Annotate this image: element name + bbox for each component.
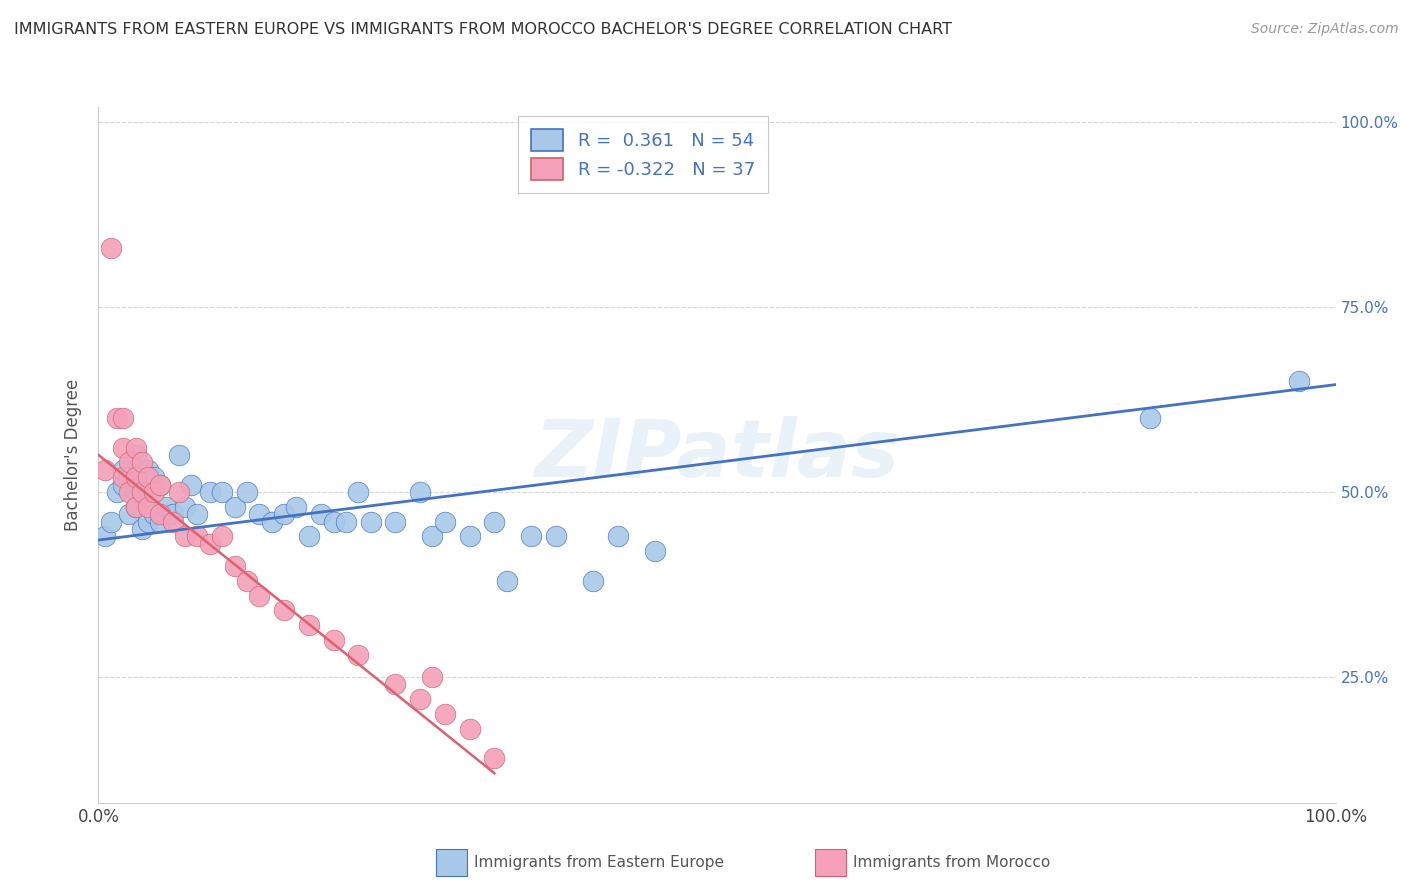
Point <box>162 515 184 529</box>
Point <box>124 500 146 514</box>
Text: Immigrants from Morocco: Immigrants from Morocco <box>853 855 1050 870</box>
Point <box>112 477 135 491</box>
Point <box>433 515 456 529</box>
Point <box>484 751 506 765</box>
Text: Immigrants from Eastern Europe: Immigrants from Eastern Europe <box>474 855 724 870</box>
Point <box>335 515 357 529</box>
Point <box>422 529 444 543</box>
Point <box>118 455 141 469</box>
Text: Source: ZipAtlas.com: Source: ZipAtlas.com <box>1251 22 1399 37</box>
Point <box>167 448 190 462</box>
Point <box>236 574 259 588</box>
Point <box>136 484 159 499</box>
Point <box>198 484 221 499</box>
Point <box>198 537 221 551</box>
Point <box>644 544 666 558</box>
Point <box>260 515 283 529</box>
Point <box>124 448 146 462</box>
Point <box>149 477 172 491</box>
Y-axis label: Bachelor's Degree: Bachelor's Degree <box>65 379 83 531</box>
Point <box>422 670 444 684</box>
Point <box>347 484 370 499</box>
Point <box>124 470 146 484</box>
Text: IMMIGRANTS FROM EASTERN EUROPE VS IMMIGRANTS FROM MOROCCO BACHELOR'S DEGREE CORR: IMMIGRANTS FROM EASTERN EUROPE VS IMMIGR… <box>14 22 952 37</box>
Point <box>309 507 332 521</box>
Point <box>384 515 406 529</box>
Point <box>136 515 159 529</box>
Legend: R =  0.361   N = 54, R = -0.322   N = 37: R = 0.361 N = 54, R = -0.322 N = 37 <box>517 116 768 193</box>
Point <box>458 722 481 736</box>
Point <box>546 529 568 543</box>
Point <box>136 500 159 514</box>
Point <box>224 500 246 514</box>
Point <box>131 477 153 491</box>
Point <box>384 677 406 691</box>
Point <box>458 529 481 543</box>
Point <box>112 441 135 455</box>
Point <box>582 574 605 588</box>
Point <box>607 529 630 543</box>
Point <box>1139 411 1161 425</box>
Point <box>236 484 259 499</box>
Point <box>105 411 128 425</box>
Point <box>247 507 270 521</box>
Point <box>143 484 166 499</box>
Point <box>360 515 382 529</box>
Point <box>112 470 135 484</box>
Point <box>149 507 172 521</box>
Point <box>93 529 115 543</box>
Point <box>495 574 517 588</box>
Point <box>124 484 146 499</box>
Point <box>143 470 166 484</box>
Point <box>136 470 159 484</box>
Point <box>149 477 172 491</box>
Point <box>100 241 122 255</box>
Point <box>298 618 321 632</box>
Point <box>118 470 141 484</box>
Point <box>118 507 141 521</box>
Point <box>247 589 270 603</box>
Point <box>224 558 246 573</box>
Point <box>211 529 233 543</box>
Point <box>124 500 146 514</box>
Point <box>285 500 308 514</box>
Point <box>131 455 153 469</box>
Point <box>112 463 135 477</box>
Point <box>100 515 122 529</box>
Point <box>273 507 295 521</box>
Point <box>409 692 432 706</box>
Point <box>162 507 184 521</box>
Point <box>118 484 141 499</box>
Point <box>273 603 295 617</box>
Point <box>149 515 172 529</box>
Point <box>409 484 432 499</box>
Point <box>155 500 177 514</box>
Point <box>520 529 543 543</box>
Point <box>105 484 128 499</box>
Point <box>484 515 506 529</box>
Text: ZIPatlas: ZIPatlas <box>534 416 900 494</box>
Point <box>131 522 153 536</box>
Point <box>143 507 166 521</box>
Point <box>124 470 146 484</box>
Point <box>124 441 146 455</box>
Point <box>186 507 208 521</box>
Point <box>112 411 135 425</box>
Point <box>93 463 115 477</box>
Point <box>174 529 197 543</box>
Point <box>186 529 208 543</box>
Point <box>211 484 233 499</box>
Point <box>1288 374 1310 388</box>
Point <box>322 515 344 529</box>
Point <box>167 484 190 499</box>
Point <box>298 529 321 543</box>
Point <box>180 477 202 491</box>
Point <box>322 632 344 647</box>
Point <box>131 484 153 499</box>
Point <box>174 500 197 514</box>
Point <box>433 706 456 721</box>
Point <box>136 463 159 477</box>
Point <box>347 648 370 662</box>
